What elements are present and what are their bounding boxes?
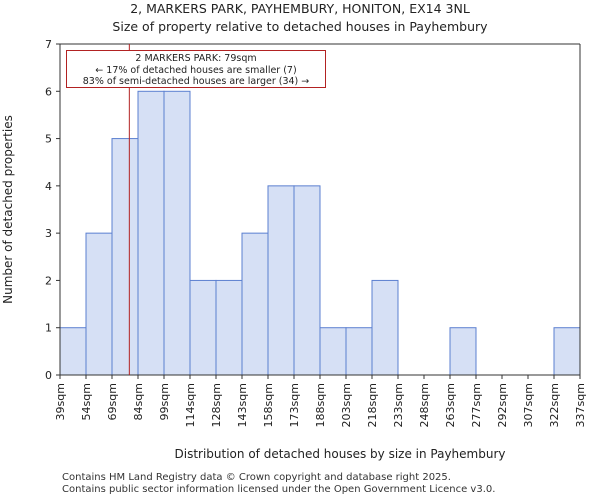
histogram-bar <box>293 185 321 376</box>
x-tick-label: 322sqm <box>548 383 561 427</box>
annotation-line1: 2 MARKERS PARK: 79sqm <box>135 53 257 64</box>
x-tick-label: 54sqm <box>80 383 93 420</box>
x-tick-label: 277sqm <box>470 383 483 427</box>
x-tick-label: 39sqm <box>54 383 67 420</box>
y-tick-label: 5 <box>45 133 52 146</box>
x-tick-label: 203sqm <box>340 383 353 427</box>
x-tick-label: 307sqm <box>522 383 535 427</box>
histogram-chart: 0 1 2 3 4 5 6 7 39sqm 54sqm 69sqm 84sqm 99sqm 114sqm 1… <box>1 38 587 461</box>
x-tick-label: 218sqm <box>366 383 379 427</box>
histogram-bar <box>553 327 581 376</box>
x-tick-label: 69sqm <box>106 383 119 420</box>
y-axis-label: Number of detached properties <box>1 115 15 304</box>
histogram-bar <box>137 90 165 376</box>
histogram-bar <box>345 327 373 376</box>
histogram-bar <box>111 138 139 376</box>
x-tick-label: 248sqm <box>418 383 431 427</box>
x-tick-label: 173sqm <box>288 383 301 427</box>
x-axis-label: Distribution of detached houses by size … <box>175 447 506 461</box>
histogram-bar <box>85 232 113 376</box>
y-tick-label: 7 <box>45 38 52 51</box>
x-tick-label: 114sqm <box>184 383 197 427</box>
x-tick-label: 188sqm <box>314 383 327 427</box>
histogram-bar <box>371 279 399 376</box>
footer-line1: Contains HM Land Registry data © Crown c… <box>62 472 451 483</box>
x-tick-label: 143sqm <box>236 383 249 427</box>
histogram-bar <box>241 232 269 376</box>
y-tick-label: 2 <box>45 274 52 287</box>
y-tick-label: 1 <box>45 322 52 335</box>
x-tick-label: 99sqm <box>158 383 171 420</box>
y-tick-label: 4 <box>45 180 52 193</box>
histogram-bar <box>449 327 477 376</box>
y-tick-label: 3 <box>45 227 52 240</box>
x-tick-label: 263sqm <box>444 383 457 427</box>
histogram-bar <box>267 185 295 376</box>
y-tick-label: 0 <box>45 369 52 382</box>
histogram-bar <box>319 327 347 376</box>
x-tick-label: 292sqm <box>496 383 509 427</box>
x-tick-label: 158sqm <box>262 383 275 427</box>
chart-title-line1: 2, MARKERS PARK, PAYHEMBURY, HONITON, EX… <box>130 1 470 16</box>
footer-line2: Contains public sector information licen… <box>62 484 496 495</box>
histogram-bar <box>189 279 217 376</box>
annotation-line3: 83% of semi-detached houses are larger (… <box>82 76 310 87</box>
histogram-bar <box>59 327 87 376</box>
x-tick-label: 84sqm <box>132 383 145 420</box>
x-tick-label: 233sqm <box>392 383 405 427</box>
y-tick-label: 6 <box>45 85 52 98</box>
property-annotation-box: 2 MARKERS PARK: 79sqm ← 17% of detached … <box>66 50 326 88</box>
histogram-bar <box>163 90 191 376</box>
chart-title-line2: Size of property relative to detached ho… <box>112 19 488 34</box>
x-tick-label: 128sqm <box>210 383 223 427</box>
histogram-bar <box>215 279 243 376</box>
x-tick-label: 337sqm <box>574 383 587 427</box>
annotation-line2: ← 17% of detached houses are smaller (7) <box>95 64 297 76</box>
